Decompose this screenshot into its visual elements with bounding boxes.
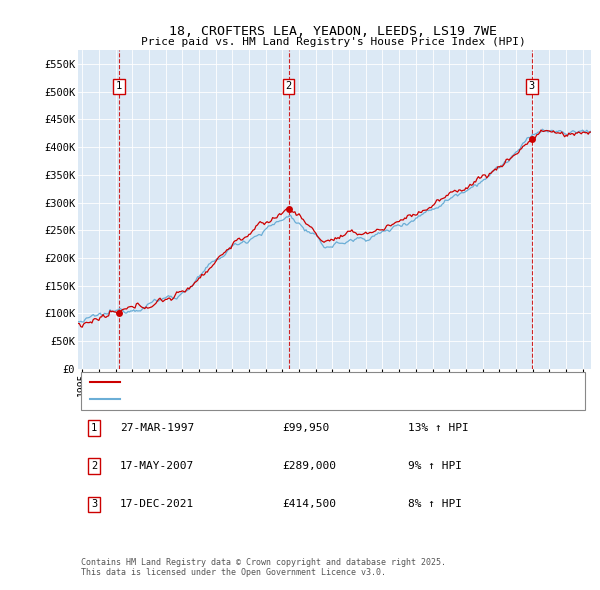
Text: 3: 3 [529,81,535,91]
Text: 8% ↑ HPI: 8% ↑ HPI [408,500,462,509]
Text: 3: 3 [91,500,97,509]
Text: 18, CROFTERS LEA, YEADON, LEEDS, LS19 7WE (detached house): 18, CROFTERS LEA, YEADON, LEEDS, LS19 7W… [126,378,467,388]
Text: 17-DEC-2021: 17-DEC-2021 [120,500,194,509]
Text: 1: 1 [116,81,122,91]
Text: 27-MAR-1997: 27-MAR-1997 [120,423,194,432]
Text: HPI: Average price, detached house, Leeds: HPI: Average price, detached house, Leed… [126,394,367,404]
Text: Contains HM Land Registry data © Crown copyright and database right 2025.
This d: Contains HM Land Registry data © Crown c… [81,558,446,577]
Text: 13% ↑ HPI: 13% ↑ HPI [408,423,469,432]
Text: £99,950: £99,950 [282,423,329,432]
Text: 2: 2 [286,81,292,91]
Text: £414,500: £414,500 [282,500,336,509]
Text: 2: 2 [91,461,97,471]
Text: 17-MAY-2007: 17-MAY-2007 [120,461,194,471]
Text: 9% ↑ HPI: 9% ↑ HPI [408,461,462,471]
Text: 18, CROFTERS LEA, YEADON, LEEDS, LS19 7WE: 18, CROFTERS LEA, YEADON, LEEDS, LS19 7W… [169,25,497,38]
Text: Price paid vs. HM Land Registry's House Price Index (HPI): Price paid vs. HM Land Registry's House … [140,37,526,47]
Text: 1: 1 [91,423,97,432]
Text: £289,000: £289,000 [282,461,336,471]
